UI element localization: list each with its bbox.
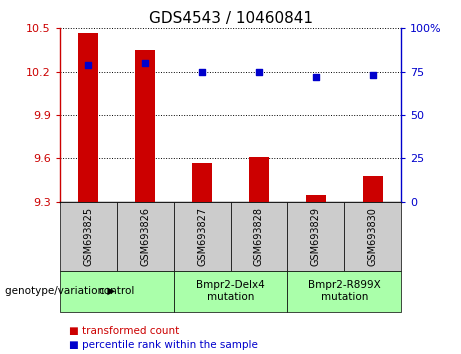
Bar xyxy=(78,33,98,202)
Text: Bmpr2-R899X
mutation: Bmpr2-R899X mutation xyxy=(308,280,381,302)
Point xyxy=(255,69,263,75)
Text: Bmpr2-Delx4
mutation: Bmpr2-Delx4 mutation xyxy=(196,280,265,302)
Text: ■ percentile rank within the sample: ■ percentile rank within the sample xyxy=(69,340,258,350)
Text: GSM693830: GSM693830 xyxy=(367,207,378,266)
Point xyxy=(85,62,92,68)
Point xyxy=(369,72,376,78)
Text: genotype/variation ▶: genotype/variation ▶ xyxy=(5,286,115,296)
Bar xyxy=(249,157,269,202)
Title: GDS4543 / 10460841: GDS4543 / 10460841 xyxy=(148,11,313,26)
Point xyxy=(142,60,149,66)
Text: GSM693827: GSM693827 xyxy=(197,207,207,266)
Text: GSM693825: GSM693825 xyxy=(83,207,94,266)
Text: GSM693828: GSM693828 xyxy=(254,207,264,266)
Bar xyxy=(363,176,383,202)
Point xyxy=(312,74,319,80)
Text: ■ transformed count: ■ transformed count xyxy=(69,326,179,336)
Text: control: control xyxy=(99,286,135,296)
Text: GSM693826: GSM693826 xyxy=(140,207,150,266)
Bar xyxy=(135,50,155,202)
Bar xyxy=(306,195,326,202)
Point xyxy=(198,69,206,75)
Bar xyxy=(192,163,212,202)
Text: GSM693829: GSM693829 xyxy=(311,207,321,266)
